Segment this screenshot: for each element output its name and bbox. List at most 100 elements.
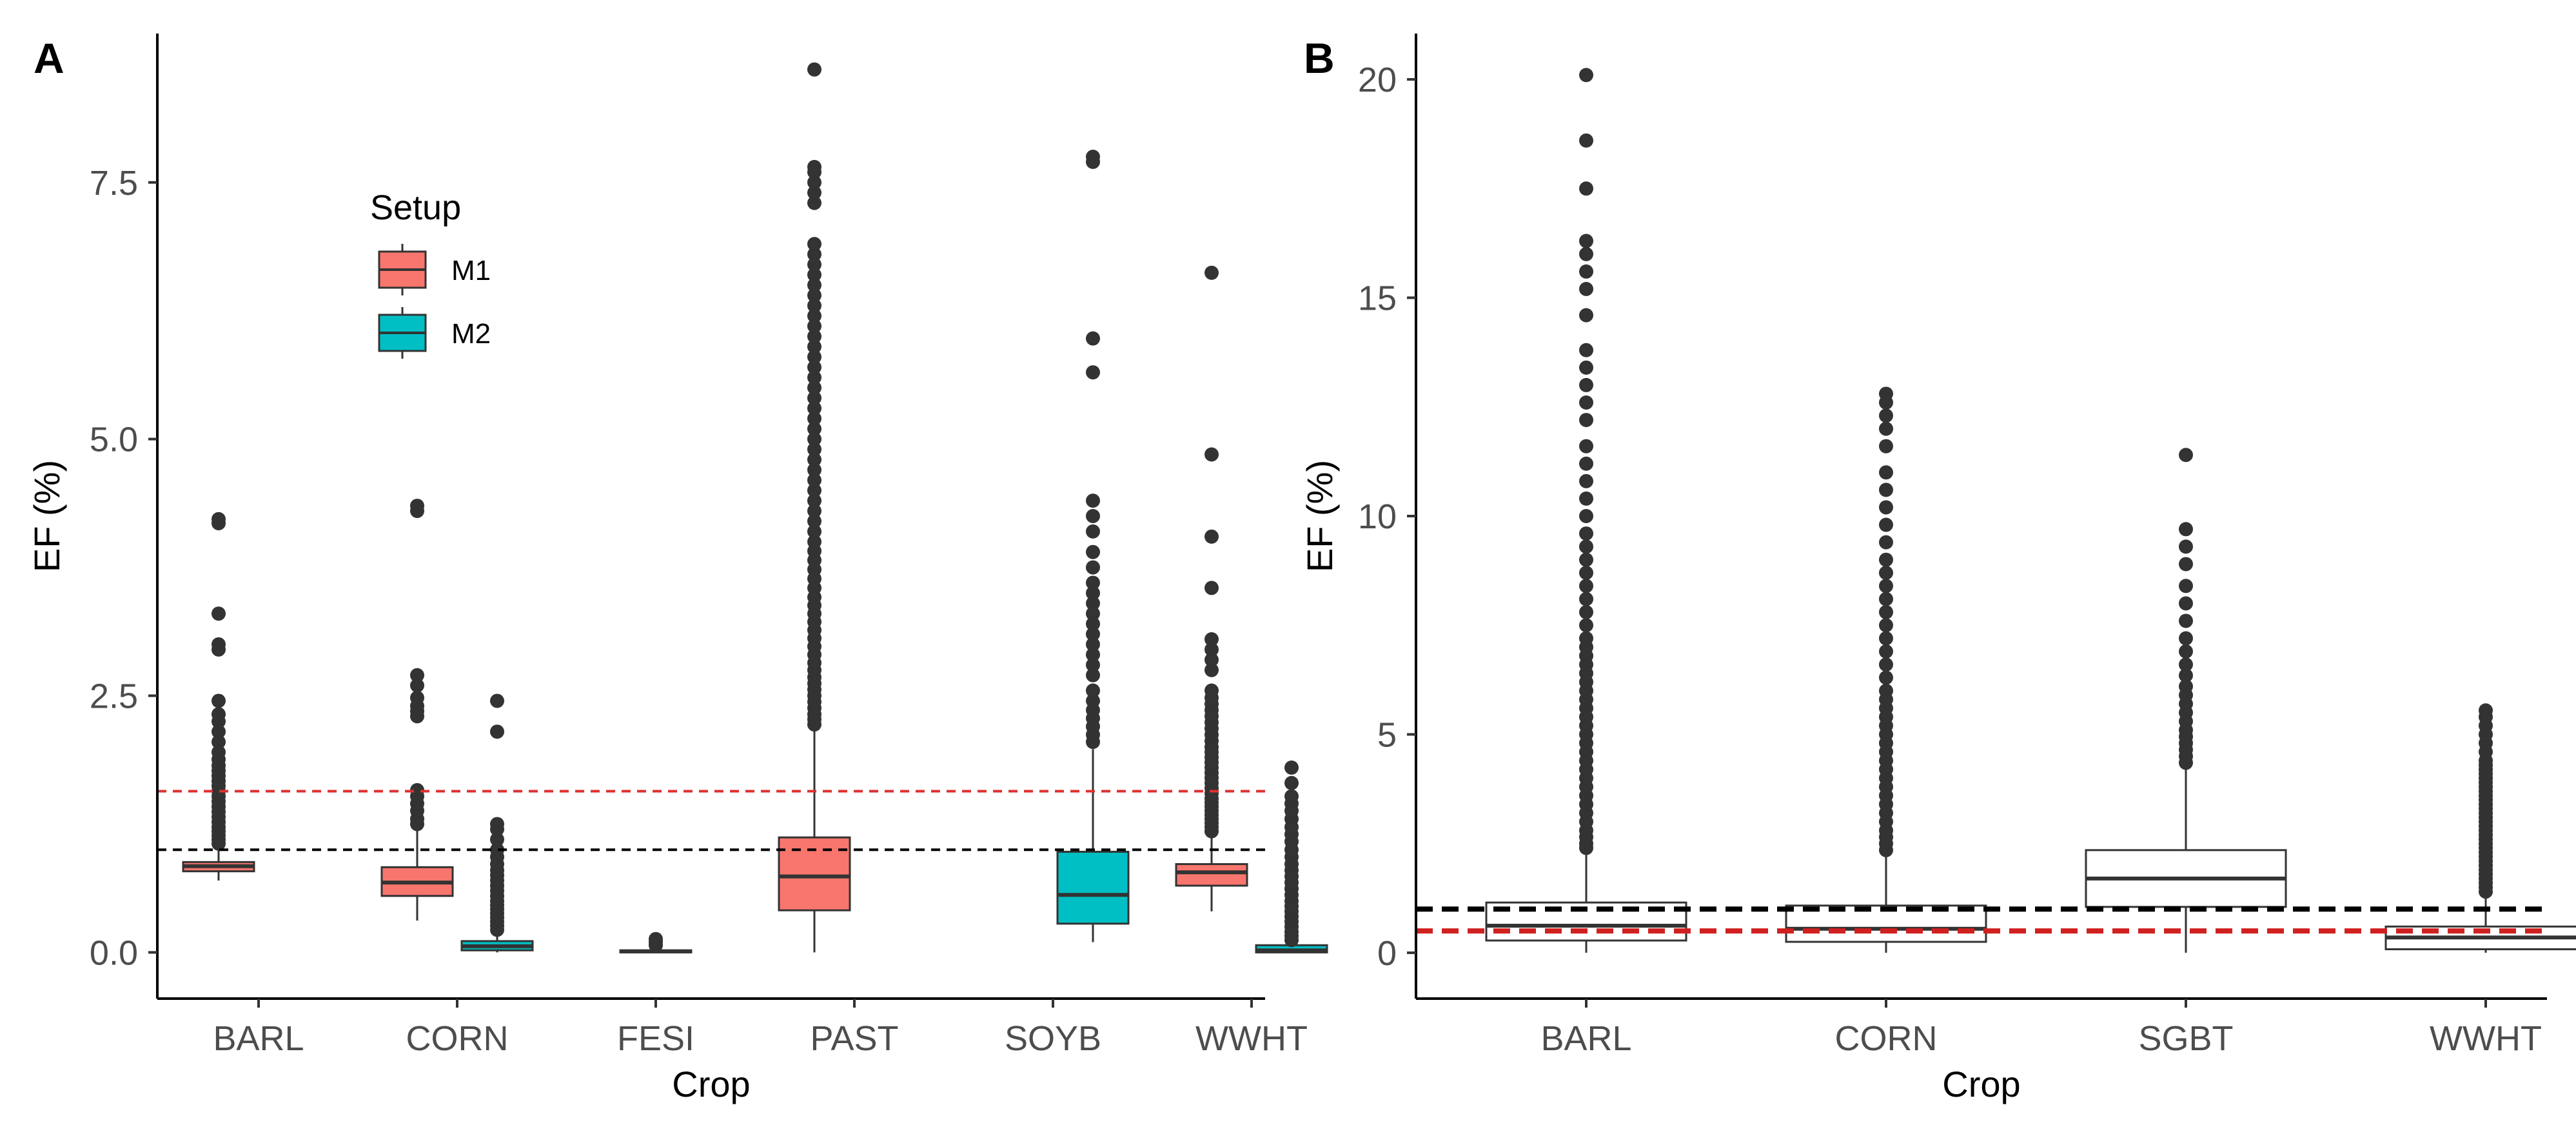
panel-a-boxes (182, 62, 1328, 953)
panelA-box-soyb-m2-outlier (1086, 693, 1100, 708)
panelA-box-corn-m1-outlier (410, 678, 424, 693)
panel-b-y-title: EF (%) (1299, 460, 1340, 572)
panelB-box-corn-outlier (1879, 657, 1893, 672)
panelA-box-soyb-m2-outlier (1086, 596, 1100, 611)
panelB-box-corn (1785, 386, 1987, 953)
panelA-x-tick-label-fesi: FESI (617, 1019, 694, 1058)
panelB-box-sgbt-outlier (2179, 613, 2193, 628)
panelA-box-past-m1-outlier (807, 411, 821, 426)
panelB-box-barl-outlier (1579, 246, 1593, 261)
panelA-box-past-m1-outlier (807, 185, 821, 200)
panelA-box-soyb-m2-iqr (1056, 850, 1130, 925)
legend-label-m2: M2 (451, 318, 491, 350)
panelA-box-past-m1-outlier (807, 370, 821, 385)
panelA-box-barl-m1-outlier (211, 606, 226, 621)
panelB-box-barl-outlier (1579, 343, 1593, 357)
panelA-box-past-m1-outlier (807, 268, 821, 282)
panelB-box-barl-outlier (1579, 526, 1593, 541)
panelB-box-barl-outlier (1579, 308, 1593, 323)
panelA-box-wwht-m2-outlier (1284, 789, 1299, 804)
panelA-box-past-m1-outlier (807, 237, 821, 252)
panelA-box-corn-m1 (380, 499, 454, 921)
panelA-box-wwht-m1-outlier (1204, 683, 1219, 698)
panelA-box-wwht-m2 (1255, 760, 1328, 953)
panelB-box-corn-outlier (1879, 579, 1893, 593)
panelB-box-corn-outlier (1879, 631, 1893, 646)
panelA-box-soyb-m2-outlier (1086, 668, 1100, 683)
panelA-box-past-m1-outlier (807, 329, 821, 344)
panel-a-x-ticks: BARL CORN FESI PAST SOYB WWHT (213, 999, 1308, 1058)
panelA-box-past-m1-outlier (807, 432, 821, 446)
panelB-box-barl (1485, 68, 1687, 953)
panelB-box-corn-outlier (1879, 439, 1893, 453)
panelB-y-tick-label: 5 (1377, 715, 1397, 754)
panel-b-y-ticks: 0 5 10 15 20 (1358, 61, 1416, 973)
panelA-box-past-m1-outlier (807, 452, 821, 467)
panelA-box-wwht-m1-outlier (1204, 581, 1219, 595)
panelB-box-barl-outlier (1579, 566, 1593, 580)
panelA-box-barl-m1 (182, 512, 255, 881)
panelB-box-corn-outlier (1879, 517, 1893, 532)
panelA-box-wwht-m1-outlier (1204, 652, 1219, 667)
panelA-box-barl-m1-outlier (211, 707, 226, 722)
panelA-box-soyb-m2-outlier (1086, 606, 1100, 621)
panelB-box-corn-outlier (1879, 465, 1893, 480)
panelA-box-barl-m1-outlier (211, 735, 226, 750)
panelA-box-corn-m2-outlier (490, 817, 504, 832)
panelB-box-wwht (2384, 703, 2576, 953)
panelA-box-past-m1-outlier (807, 421, 821, 436)
panelB-box-barl-outlier (1579, 360, 1593, 375)
panelA-box-past-m1-outlier (807, 381, 821, 395)
panelA-y-tick-label: 0.0 (90, 933, 138, 972)
panelA-box-soyb-m2-outlier (1086, 637, 1100, 652)
panelA-box-past-m1-outlier (807, 360, 821, 375)
panelA-box-past-m1-outlier (807, 390, 821, 405)
panelB-box-sgbt-outlier (2179, 448, 2193, 463)
panelA-box-past-m1-outlier (807, 195, 821, 210)
panelB-x-tick-label-sgbt: SGBT (2138, 1019, 2233, 1058)
panelA-box-soyb-m2-outlier (1086, 617, 1100, 632)
panelA-box-barl-m1-outlier (211, 512, 226, 526)
panelB-box-corn-outlier (1879, 535, 1893, 550)
panelB-box-corn-outlier (1879, 483, 1893, 497)
panelA-box-barl-m1-outlier (211, 637, 226, 652)
panelA-box-past-m1-outlier (807, 483, 821, 498)
panelB-box-barl-outlier (1579, 552, 1593, 567)
panelB-box-barl-outlier (1579, 539, 1593, 554)
panelB-box-barl-outlier (1579, 133, 1593, 148)
panelB-y-tick-label: 15 (1358, 279, 1397, 318)
panelA-box-corn-m1-outlier (410, 690, 424, 705)
panelB-box-barl-outlier (1579, 604, 1593, 619)
panelB-y-tick-label: 20 (1358, 61, 1397, 99)
panelA-x-tick-label-wwht: WWHT (1195, 1019, 1308, 1058)
panelA-box-wwht-m1 (1175, 265, 1248, 912)
panelA-box-wwht-m2-outlier (1284, 775, 1299, 790)
panelA-box-wwht-m1-outlier (1204, 642, 1219, 657)
panelA-box-past-m1-outlier (807, 339, 821, 354)
panelA-box-wwht-m1-outlier (1204, 447, 1219, 462)
legend-title: Setup (370, 188, 461, 227)
panel-b: B 0 5 10 15 20 BARL CORN SGBT WWHT Crop EF (%) (1299, 34, 2576, 1104)
panelB-x-tick-label-barl: BARL (1540, 1019, 1631, 1058)
panelB-box-barl-outlier (1579, 395, 1593, 410)
panelA-box-corn-m1-outlier (410, 782, 424, 797)
panelA-box-past-m1-outlier (807, 247, 821, 262)
panelB-box-barl-outlier (1579, 234, 1593, 248)
legend: Setup M1 M2 (370, 188, 491, 359)
panelA-box-past-m1-outlier (807, 350, 821, 364)
legend-item-m1: M1 (378, 244, 491, 295)
panelA-box-past-m1-outlier (807, 257, 821, 272)
panelA-y-tick-label: 2.5 (90, 677, 138, 716)
panelB-box-barl-outlier (1579, 68, 1593, 83)
panelB-box-sgbt-outlier (2179, 596, 2193, 611)
panelA-box-wwht-m1-iqr (1175, 863, 1248, 887)
panelA-box-soyb-m2-outlier (1086, 683, 1100, 698)
panelB-box-corn-outlier (1879, 683, 1893, 698)
panelA-box-barl-m1-outlier (211, 724, 226, 739)
panel-a-tag: A (34, 34, 64, 82)
panelB-box-barl-outlier (1579, 456, 1593, 471)
panelA-box-wwht-m2-outlier (1284, 760, 1299, 775)
panelB-box-corn-outlier (1879, 500, 1893, 515)
panelB-box-barl-outlier (1579, 413, 1593, 428)
panel-b-boxes (1485, 68, 2576, 953)
